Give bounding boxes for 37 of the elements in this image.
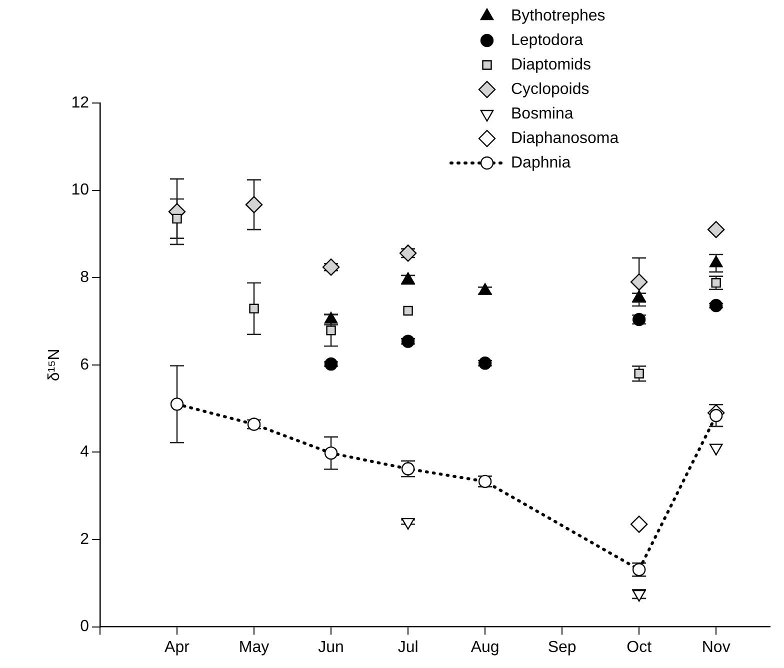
- x-tick-label: Nov: [702, 638, 730, 656]
- legend-label: Diaptomids: [511, 56, 592, 74]
- legend-label: Leptodora: [511, 32, 584, 49]
- legend-label: Diaphanosoma: [511, 130, 619, 147]
- y-tick-label: 12: [71, 94, 90, 112]
- legend-label: Bythotrephes: [511, 7, 606, 24]
- y-tick-label: 8: [80, 269, 90, 286]
- point: [630, 273, 648, 291]
- y-tick-label: 2: [80, 530, 90, 548]
- x-tick-label: Sep: [548, 638, 576, 656]
- point: [245, 196, 263, 214]
- x-tick-label: Aug: [470, 638, 500, 656]
- legend-label: Cyclopoids: [511, 80, 590, 98]
- point: [709, 298, 723, 312]
- x-tick-label: Jul: [398, 638, 418, 656]
- point: [249, 304, 259, 314]
- y-tick-label: 4: [80, 444, 90, 461]
- legend-label: Bosmina: [511, 105, 574, 122]
- y-tick-label: 10: [71, 182, 90, 199]
- point: [322, 258, 340, 276]
- point: [401, 334, 415, 348]
- point: [707, 220, 725, 238]
- x-tick-label: Oct: [626, 638, 652, 656]
- x-tick-label: Apr: [164, 638, 190, 656]
- x-tick-label: May: [238, 638, 270, 656]
- point: [172, 214, 182, 224]
- legend-label: Daphnia: [511, 154, 571, 172]
- point: [630, 516, 648, 533]
- y-tick-label: 6: [80, 356, 90, 374]
- point: [478, 356, 492, 370]
- y-axis-title: δ¹⁵N: [46, 348, 64, 382]
- point: [399, 244, 417, 262]
- y-tick-label: 0: [80, 618, 90, 636]
- point: [403, 306, 413, 316]
- point: [324, 357, 338, 371]
- x-tick-label: Jun: [318, 638, 344, 656]
- point: [326, 326, 336, 336]
